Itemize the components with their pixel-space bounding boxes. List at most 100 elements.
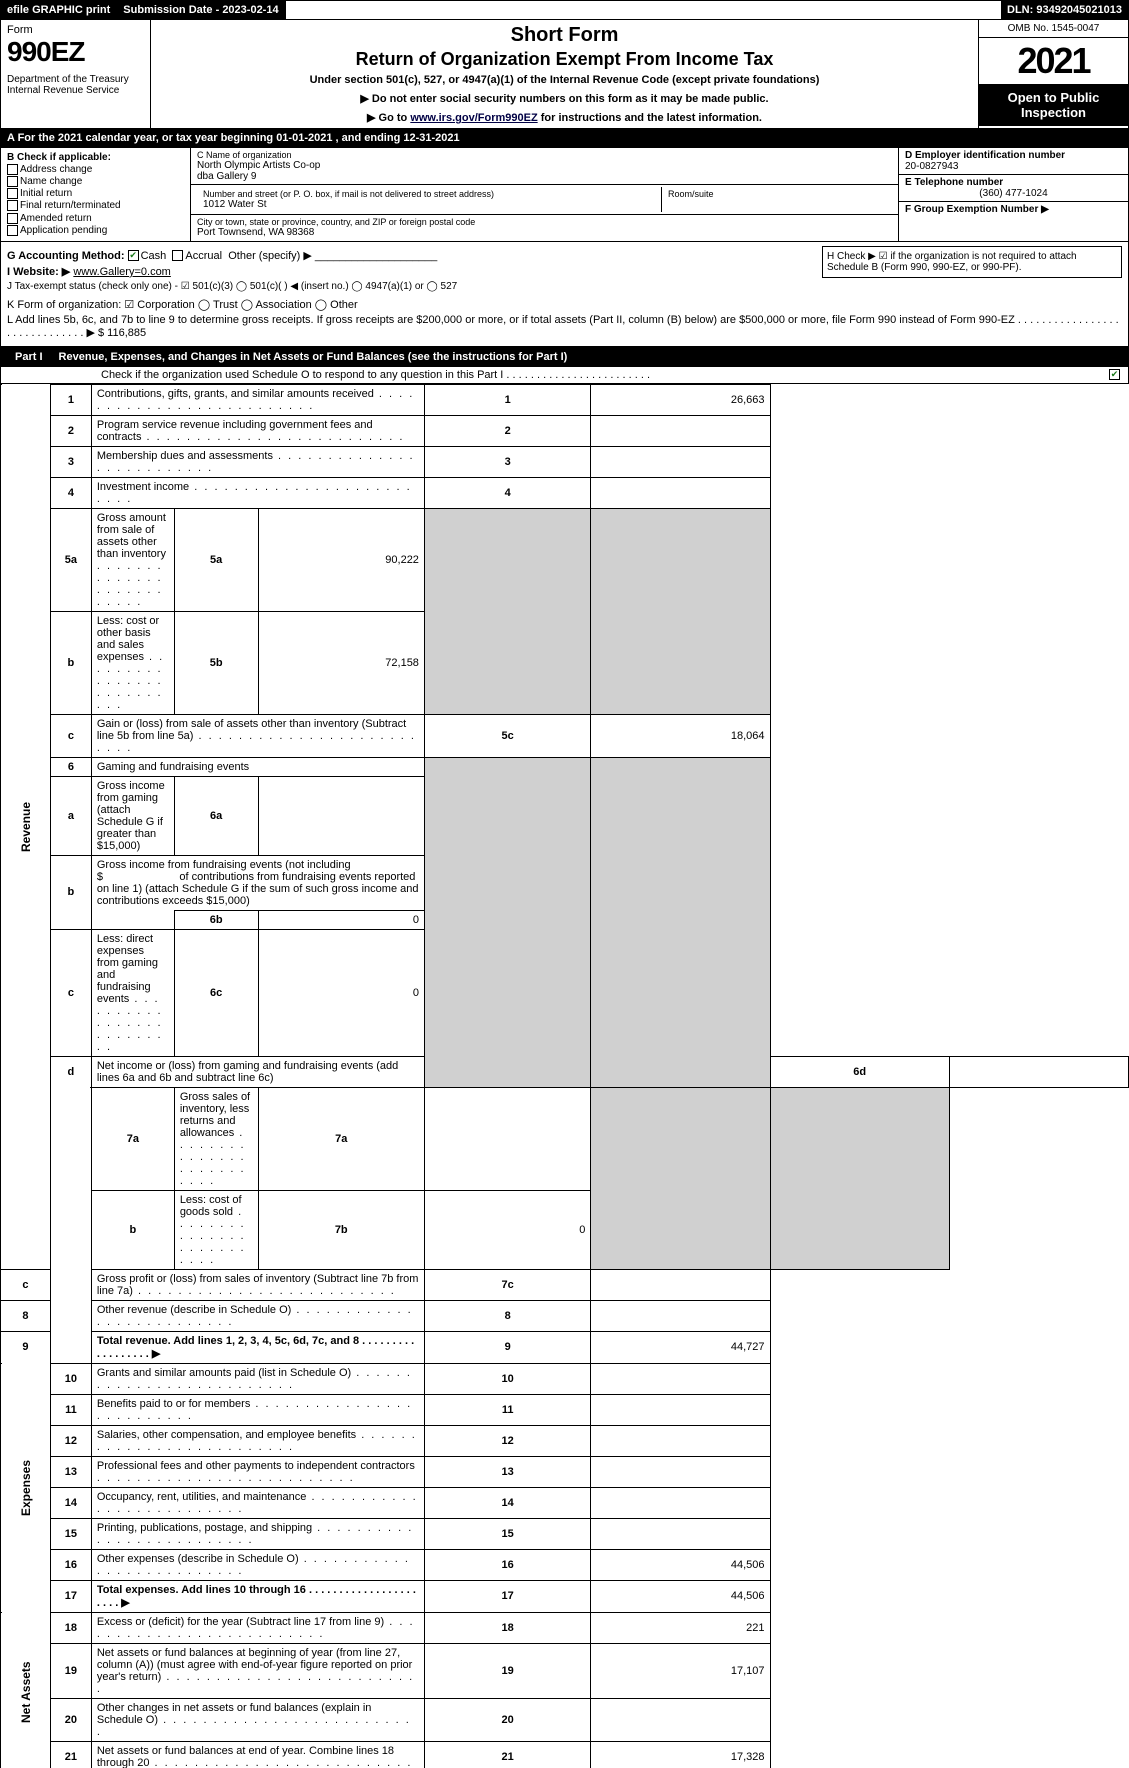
desc-5a: Gross amount from sale of assets other t…	[97, 512, 166, 608]
ln-5b: b	[50, 611, 91, 714]
val-14	[591, 1487, 770, 1518]
val-9: 44,727	[591, 1331, 770, 1363]
val-4	[591, 477, 770, 508]
desc-7a: Gross sales of inventory, less returns a…	[180, 1091, 250, 1187]
col-b-check: B Check if applicable: Address change Na…	[1, 148, 191, 241]
inln-5a: 5a	[174, 508, 258, 611]
l-val: 116,885	[107, 327, 146, 339]
ln-20: 20	[50, 1698, 91, 1741]
desc-9: Total revenue. Add lines 1, 2, 3, 4, 5c,…	[97, 1335, 414, 1360]
g-accrual-check[interactable]	[172, 250, 183, 261]
num-14: 14	[424, 1487, 590, 1518]
desc-7c: Gross profit or (loss) from sales of inv…	[97, 1273, 419, 1297]
h-box: H Check ▶ ☑ if the organization is not r…	[822, 246, 1122, 278]
net-vlabel: Net Assets	[1, 1612, 51, 1768]
part-i-check-text: Check if the organization used Schedule …	[101, 369, 650, 381]
inln-6b: 6b	[174, 910, 258, 929]
b-opt-initial[interactable]: Initial return	[7, 188, 184, 199]
ln-17: 17	[50, 1580, 91, 1612]
num-18: 18	[424, 1612, 590, 1643]
inln-5b: 5b	[174, 611, 258, 714]
num-4: 4	[424, 477, 590, 508]
shade-7v	[770, 1087, 949, 1269]
b-opt-name-text: Name change	[20, 176, 82, 187]
k-row: K Form of organization: ☑ Corporation ◯ …	[7, 298, 1122, 311]
b-opt-name[interactable]: Name change	[7, 176, 184, 187]
b-opt-pending[interactable]: Application pending	[7, 225, 184, 236]
ln-4: 4	[50, 477, 91, 508]
top-bar: efile GRAPHIC print Submission Date - 20…	[0, 0, 1129, 20]
shade-6	[424, 757, 590, 1087]
i-val[interactable]: www.Gallery=0.com	[73, 266, 171, 278]
ln-9: 9	[1, 1331, 51, 1363]
desc-6: Gaming and fundraising events	[91, 757, 424, 776]
inval-7a	[424, 1087, 590, 1190]
omb-number: OMB No. 1545-0047	[979, 20, 1128, 38]
num-8: 8	[424, 1300, 590, 1331]
num-10: 10	[424, 1363, 590, 1394]
val-17: 44,506	[591, 1580, 770, 1612]
b-opt-final[interactable]: Final return/terminated	[7, 200, 184, 211]
desc-13: Professional fees and other payments to …	[97, 1460, 415, 1484]
desc-12: Salaries, other compensation, and employ…	[97, 1429, 417, 1453]
ln-7a: 7a	[91, 1087, 174, 1190]
val-2	[591, 415, 770, 446]
desc-18: Excess or (deficit) for the year (Subtra…	[97, 1616, 415, 1640]
e-val: (360) 477-1024	[905, 188, 1122, 199]
val-20	[591, 1698, 770, 1741]
desc-20: Other changes in net assets or fund bala…	[97, 1702, 411, 1738]
c-name: North Olympic Artists Co-op	[197, 160, 892, 171]
num-6d: 6d	[770, 1056, 949, 1087]
ln-13: 13	[50, 1456, 91, 1487]
ln-6: 6	[50, 757, 91, 776]
num-15: 15	[424, 1518, 590, 1549]
inval-5a: 90,222	[258, 508, 424, 611]
bullet-goto: ▶ Go to www.irs.gov/Form990EZ for instru…	[159, 111, 970, 124]
l-text: L Add lines 5b, 6c, and 7b to line 9 to …	[7, 314, 1119, 339]
g-other: Other (specify) ▶	[228, 250, 312, 262]
c-dba: dba Gallery 9	[197, 171, 892, 182]
efile-label[interactable]: efile GRAPHIC print	[1, 1, 117, 19]
block-bcdef: B Check if applicable: Address change Na…	[0, 148, 1129, 242]
irs-link[interactable]: www.irs.gov/Form990EZ	[410, 112, 537, 124]
l-row: L Add lines 5b, 6c, and 7b to line 9 to …	[7, 314, 1122, 339]
g-cash: Cash	[141, 250, 167, 262]
submission-date: Submission Date - 2023-02-14	[117, 1, 285, 19]
col-de: D Employer identification number 20-0827…	[898, 148, 1128, 241]
num-19: 19	[424, 1643, 590, 1698]
title-short-form: Short Form	[159, 24, 970, 47]
c-city: Port Townsend, WA 98368	[197, 227, 892, 238]
form-label: Form	[7, 24, 144, 36]
shade-7	[591, 1087, 770, 1269]
num-16: 16	[424, 1549, 590, 1580]
tax-year: 2021	[979, 38, 1128, 84]
b-opt-final-text: Final return/terminated	[20, 201, 121, 212]
j-row: J Tax-exempt status (check only one) - ☑…	[7, 281, 1122, 292]
shade-6v	[591, 757, 770, 1087]
b-opt-amended[interactable]: Amended return	[7, 213, 184, 224]
ln-12: 12	[50, 1425, 91, 1456]
ln-21: 21	[50, 1741, 91, 1768]
g-accrual: Accrual	[185, 250, 222, 262]
col-c-name: C Name of organization North Olympic Art…	[191, 148, 898, 241]
goto-post: for instructions and the latest informat…	[538, 112, 762, 124]
form-header: Form 990EZ Department of the Treasury In…	[0, 20, 1129, 129]
desc-11: Benefits paid to or for members	[97, 1398, 412, 1422]
part-i-checkbox[interactable]	[1109, 369, 1120, 380]
val-5c: 18,064	[591, 714, 770, 757]
lines-table: Revenue 1 Contributions, gifts, grants, …	[0, 384, 1129, 1768]
b-opt-address[interactable]: Address change	[7, 164, 184, 175]
val-18: 221	[591, 1612, 770, 1643]
num-12: 12	[424, 1425, 590, 1456]
e-label: E Telephone number	[905, 177, 1003, 188]
num-7c: 7c	[424, 1269, 590, 1300]
desc-6d: Net income or (loss) from gaming and fun…	[91, 1056, 424, 1087]
dept-label: Department of the Treasury Internal Reve…	[7, 74, 144, 96]
desc-6a: Gross income from gaming (attach Schedul…	[91, 776, 174, 855]
num-13: 13	[424, 1456, 590, 1487]
g-cash-check[interactable]	[128, 250, 139, 261]
num-9: 9	[424, 1331, 590, 1363]
inval-6c: 0	[258, 929, 424, 1056]
val-12	[591, 1425, 770, 1456]
num-5c: 5c	[424, 714, 590, 757]
